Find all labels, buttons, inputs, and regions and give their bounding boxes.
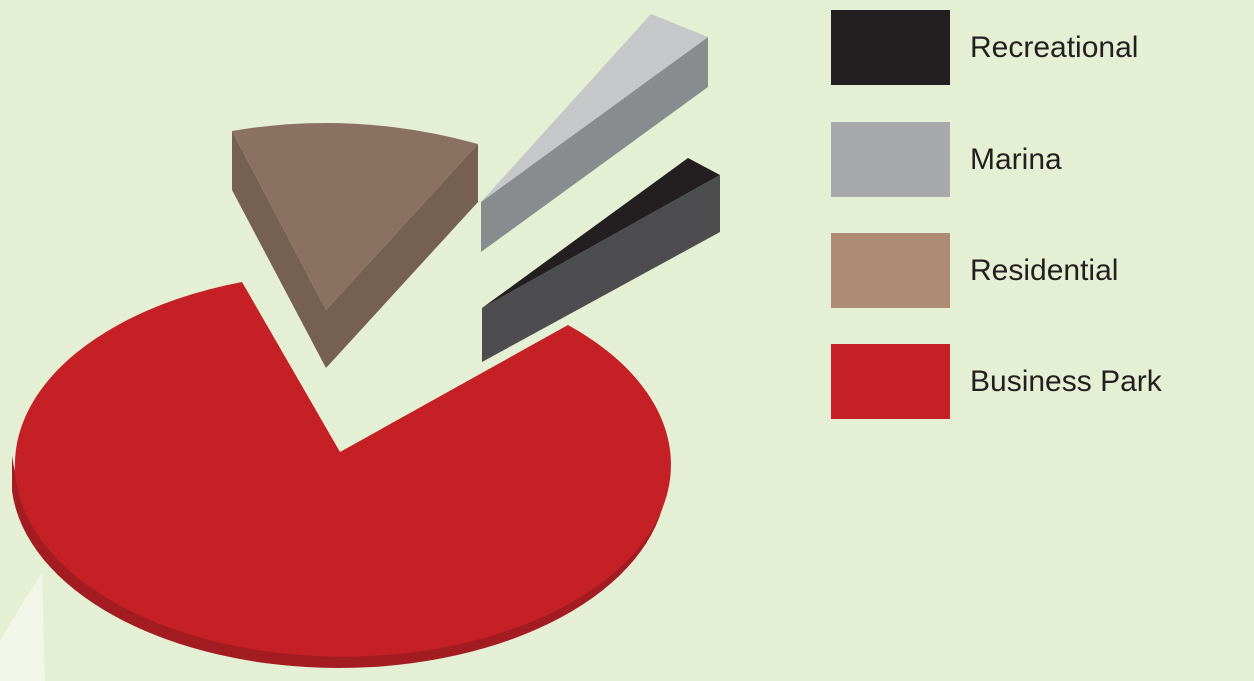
legend-label-recreational: Recreational [970, 31, 1139, 64]
legend-item-residential: Residential [831, 233, 1241, 308]
slice-residential-left [232, 131, 326, 368]
slice-residential-top [232, 122, 478, 311]
slice-business-park [12, 282, 671, 669]
legend-swatch-recreational [831, 10, 950, 85]
slice-residential [232, 122, 478, 368]
legend-item-recreational: Recreational [831, 10, 1241, 85]
slice-residential-right [326, 144, 478, 368]
slice-recreational-side [482, 175, 720, 362]
legend-item-marina: Marina [831, 122, 1241, 197]
legend-label-business-park: Business Park [970, 365, 1162, 398]
legend-swatch-marina [831, 122, 950, 197]
light-streak [0, 572, 45, 681]
slice-recreational-top [482, 158, 720, 308]
legend-label-marina: Marina [970, 143, 1062, 176]
slice-marina-top [481, 14, 708, 202]
slice-recreational [482, 158, 720, 362]
legend-swatch-residential [831, 233, 950, 308]
slice-marina-side [481, 37, 708, 252]
legend-item-business-park: Business Park [831, 344, 1241, 419]
slice-marina [481, 14, 708, 252]
slice-business-park-top [14, 282, 671, 657]
legend-label-residential: Residential [970, 254, 1119, 287]
legend-swatch-business-park [831, 344, 950, 419]
